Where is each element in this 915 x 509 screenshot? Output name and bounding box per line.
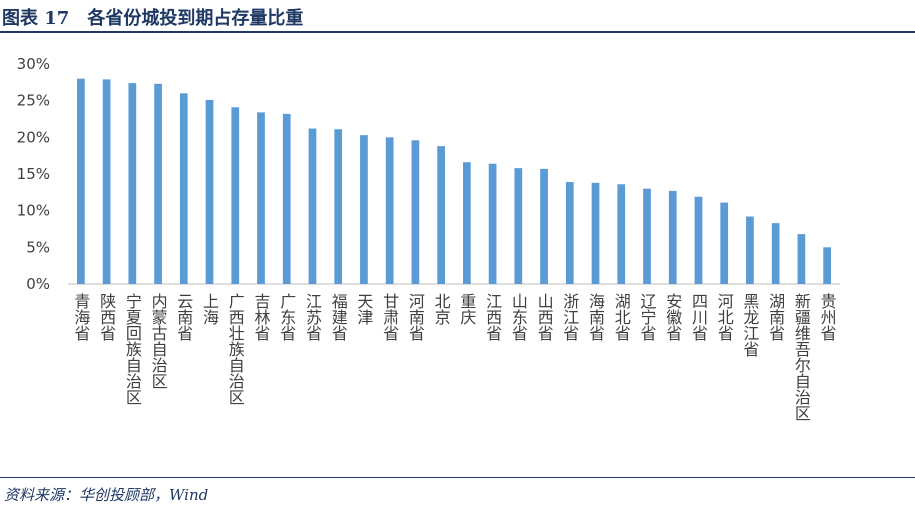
bar [617, 184, 626, 284]
x-tick-label: 贵州省 [818, 293, 837, 341]
bar [591, 182, 600, 284]
bar [231, 107, 240, 285]
x-tick-label: 青海省 [71, 293, 90, 341]
bar-chart: 0% 5% 10% 15% 20% 25% 30% 青海省 陕西省 宁夏回族自治区 内蒙古自治区云… [17, 55, 840, 421]
chart-area: 0% 5% 10% 15% 20% 25% 30% 青海省 陕西省 宁夏回族自治区 内蒙古自治区云… [0, 40, 915, 470]
x-tick-label: 内蒙古自治区 [149, 293, 168, 389]
bar [540, 168, 548, 284]
bar [308, 128, 317, 284]
bar [720, 202, 729, 284]
y-tick-label: 5% [26, 238, 50, 256]
x-tick-label: 山东省 [509, 293, 528, 341]
x-tick-label: 江苏省 [303, 293, 322, 341]
y-tick-label: 25% [17, 92, 50, 110]
source-rule [0, 477, 915, 478]
bar [771, 223, 780, 284]
bar [797, 234, 806, 284]
figure-header: 图表 17 各省份城投到期占存量比重 [0, 0, 915, 34]
bar [823, 247, 831, 284]
bar [282, 113, 291, 284]
y-tick-label: 20% [17, 128, 50, 146]
y-tick-label: 15% [17, 165, 50, 183]
bar [437, 146, 445, 284]
bar [179, 93, 188, 284]
x-axis-labels: 青海省 陕西省 宁夏回族自治区 内蒙古自治区 云南省 上海 广西壮族自治区 吉林省 广东省 江苏省… [71, 293, 836, 421]
x-tick-label: 湖北省 [612, 293, 631, 341]
x-tick-label: 吉林省 [252, 293, 271, 341]
x-tick-label: 陕西省 [97, 293, 116, 341]
x-tick-label: 安徽省 [663, 293, 682, 341]
x-tick-label: 甘肃省 [380, 293, 399, 341]
bar [128, 83, 137, 284]
bar [385, 137, 394, 284]
bar [746, 216, 754, 284]
y-tick-label: 10% [17, 202, 50, 220]
bar [463, 162, 471, 284]
x-tick-label: 宁夏回族自治区 [123, 293, 142, 405]
bar [77, 78, 85, 284]
bar [694, 196, 703, 284]
bar [334, 129, 343, 284]
x-tick-label: 河南省 [406, 293, 425, 341]
bar [205, 99, 214, 284]
bar [154, 83, 162, 284]
x-tick-label: 上海 [200, 293, 219, 325]
x-tick-label: 云南省 [174, 293, 193, 341]
bar-series [77, 78, 831, 285]
figure-title: 图表 17 各省份城投到期占存量比重 [2, 8, 304, 29]
x-tick-label: 湖南省 [766, 293, 785, 341]
bar [643, 188, 651, 284]
x-tick-label: 河北省 [715, 293, 734, 341]
x-tick-label: 四川省 [689, 293, 708, 341]
x-tick-label: 广东省 [277, 293, 296, 341]
bar [411, 140, 420, 284]
y-tick-label: 0% [26, 275, 50, 293]
title-rule [0, 31, 915, 33]
x-tick-label: 广西壮族自治区 [226, 293, 245, 405]
x-tick-label: 黑龙江省 [740, 293, 759, 357]
figure-source: 资料来源：华创投顾部，Wind [4, 486, 209, 504]
bar [257, 112, 265, 285]
bar [565, 182, 574, 284]
x-tick-label: 辽宁省 [638, 293, 657, 341]
bar [668, 190, 677, 284]
x-tick-label: 新疆维吾尔自治区 [792, 293, 811, 421]
x-tick-label: 福建省 [329, 293, 348, 341]
x-tick-label: 天津 [354, 293, 373, 325]
x-tick-label: 山西省 [535, 293, 554, 341]
x-tick-label: 北京 [432, 293, 451, 326]
y-axis: 0% 5% 10% 15% 20% 25% 30% [17, 55, 50, 293]
y-tick-label: 30% [17, 55, 50, 73]
bar [514, 168, 523, 284]
x-tick-label: 浙江省 [560, 293, 579, 341]
bar [360, 135, 368, 284]
bar [488, 163, 497, 284]
x-tick-label: 海南省 [586, 293, 605, 341]
x-tick-label: 江西省 [483, 293, 502, 341]
bar [102, 79, 111, 285]
x-tick-label: 重庆 [457, 293, 476, 325]
